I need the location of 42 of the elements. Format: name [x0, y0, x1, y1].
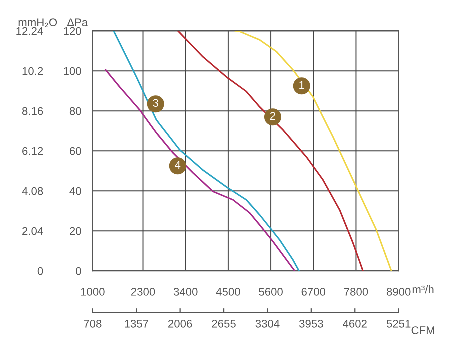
x2-tick-label: 3304	[256, 320, 280, 328]
line-series	[105, 69, 296, 272]
y2-tick-label: 4.08	[22, 187, 44, 196]
y-tick-label: 0	[76, 267, 82, 276]
annotation: 1	[300, 81, 304, 89]
x2-tick-label: 4602	[343, 320, 367, 328]
y2-tick-label: 12.24	[16, 27, 44, 36]
annotation: 4	[175, 161, 181, 169]
y2-tick-label: 10.2	[22, 67, 44, 76]
y2-tick-label: 0	[38, 267, 44, 276]
y2-tick-label: 2.04	[22, 227, 44, 236]
y-tick-label: 100	[64, 67, 82, 76]
x-tick-label: 1000	[81, 288, 105, 296]
line-series	[234, 31, 392, 272]
x-tick-label: 5600	[259, 288, 283, 296]
y-tick-label: 60	[70, 147, 82, 156]
y-tick-label: 120	[64, 27, 82, 36]
x-axis-title: m³/h	[412, 285, 434, 294]
y2-axis-title: mmH₂O	[18, 18, 58, 28]
x2-tick-label: 2006	[168, 320, 192, 328]
y-tick-label: 80	[70, 107, 82, 116]
x-tick-label: 4500	[216, 288, 240, 296]
x2-tick-label: 1357	[125, 320, 148, 328]
x2-tick-label: 2655	[212, 320, 236, 328]
line-series	[113, 31, 300, 272]
x2-tick-label: 5251	[386, 320, 411, 328]
x2-tick-label: 708	[84, 320, 102, 328]
x-tick-label: 8900	[386, 288, 411, 296]
x-tick-label: 2300	[131, 288, 156, 296]
y-tick-label: 40	[70, 187, 82, 196]
y-axis-title: ΔPa	[67, 18, 88, 26]
x-tick-label: 6700	[302, 288, 326, 296]
x-tick-label: 7800	[344, 288, 368, 296]
line-series	[177, 31, 364, 272]
annotation: 2	[270, 112, 276, 120]
x-tick-label: 3400	[174, 288, 198, 296]
y2-tick-label: 6.12	[22, 147, 44, 156]
annotation: 3	[153, 99, 158, 108]
y2-tick-label: 8.16	[22, 107, 44, 116]
x2-tick-label: 3953	[299, 320, 324, 328]
x2-axis-title: CFM	[412, 326, 434, 334]
y-tick-label: 20	[70, 227, 82, 236]
